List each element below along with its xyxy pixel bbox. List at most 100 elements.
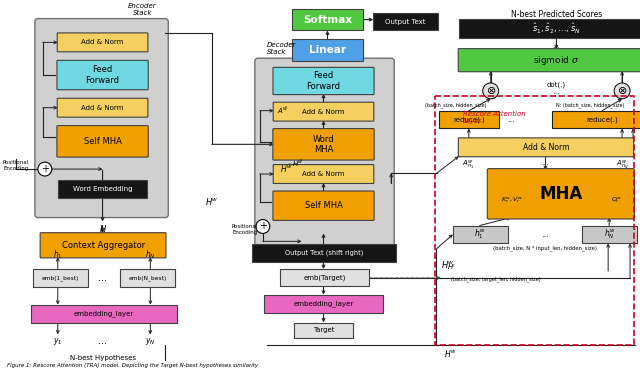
- Text: $H^w$: $H^w$: [445, 348, 458, 359]
- Bar: [120, 269, 175, 287]
- Circle shape: [483, 83, 499, 99]
- Text: $h_1$: $h_1$: [53, 249, 63, 261]
- Text: ...: ...: [507, 115, 515, 124]
- Bar: [453, 226, 508, 243]
- Text: Output Text: Output Text: [385, 19, 426, 25]
- Text: Positional
Encoding: Positional Encoding: [3, 160, 29, 170]
- Text: $h_1^w$: $h_1^w$: [474, 228, 486, 241]
- Text: Feed
Forward: Feed Forward: [307, 71, 340, 91]
- Text: (batch_size, N * input_len, hidden_size): (batch_size, N * input_len, hidden_size): [493, 245, 598, 251]
- FancyBboxPatch shape: [57, 126, 148, 157]
- Text: reduce(.): reduce(.): [586, 116, 618, 123]
- Text: Word Embedding: Word Embedding: [73, 186, 132, 192]
- Text: $h_N^w$: $h_N^w$: [604, 228, 616, 241]
- Bar: [292, 9, 364, 31]
- FancyBboxPatch shape: [40, 233, 166, 258]
- Circle shape: [38, 162, 52, 176]
- Text: (batch_size, target_len, hidden_size): (batch_size, target_len, hidden_size): [451, 276, 541, 282]
- Bar: [294, 323, 353, 338]
- Text: ...: ...: [98, 273, 107, 283]
- Text: Linear: Linear: [309, 45, 346, 55]
- Text: emb(N_best): emb(N_best): [129, 275, 167, 281]
- Text: Add & Norm: Add & Norm: [81, 40, 124, 46]
- FancyBboxPatch shape: [273, 164, 374, 184]
- Text: (batch_size, hidden_size): (batch_size, hidden_size): [425, 103, 486, 109]
- FancyBboxPatch shape: [57, 98, 148, 117]
- FancyBboxPatch shape: [458, 48, 640, 72]
- Text: Add & Norm: Add & Norm: [523, 143, 569, 152]
- Text: Target: Target: [313, 327, 334, 333]
- Text: Rescore Attention
Layer: Rescore Attention Layer: [463, 111, 525, 124]
- Text: $H'$: $H'$: [447, 262, 456, 272]
- FancyBboxPatch shape: [273, 68, 374, 95]
- Bar: [292, 40, 364, 61]
- Text: $y_1$: $y_1$: [53, 336, 63, 347]
- FancyBboxPatch shape: [57, 33, 148, 52]
- Text: Output Text (shift right): Output Text (shift right): [285, 250, 364, 257]
- Text: N-best Predicted Scores: N-best Predicted Scores: [511, 10, 602, 19]
- Text: ...: ...: [552, 41, 561, 50]
- Text: Encoder
Stack: Encoder Stack: [128, 3, 157, 16]
- Circle shape: [256, 220, 270, 233]
- Text: Softmax: Softmax: [303, 15, 352, 25]
- Text: Feed
Forward: Feed Forward: [86, 65, 120, 85]
- Text: $\otimes$: $\otimes$: [617, 85, 627, 96]
- Bar: [439, 111, 499, 128]
- Text: Add & Norm: Add & Norm: [302, 109, 345, 115]
- Bar: [264, 295, 383, 313]
- Text: $y_N$: $y_N$: [145, 336, 156, 347]
- FancyBboxPatch shape: [487, 169, 634, 219]
- Text: $A^w_{n_1}$: $A^w_{n_1}$: [462, 158, 474, 171]
- Text: Add & Norm: Add & Norm: [81, 105, 124, 111]
- Text: $H$: $H$: [99, 223, 107, 233]
- Text: N-best Hypotheses: N-best Hypotheses: [70, 355, 136, 361]
- Text: sigmoid $\sigma$: sigmoid $\sigma$: [533, 54, 579, 67]
- FancyBboxPatch shape: [273, 191, 374, 220]
- Text: N: (batch_size, hidden_size): N: (batch_size, hidden_size): [556, 103, 625, 109]
- Text: $A^{\hat{w}}$: $A^{\hat{w}}$: [276, 105, 289, 116]
- Bar: [252, 244, 396, 262]
- Circle shape: [614, 83, 630, 99]
- Text: MHA: MHA: [540, 185, 582, 203]
- Text: Decoder
Stack: Decoder Stack: [267, 42, 296, 55]
- Text: +: +: [41, 164, 49, 174]
- Text: Add & Norm: Add & Norm: [302, 171, 345, 177]
- Text: embedding_layer: embedding_layer: [293, 300, 354, 307]
- Text: $\otimes$: $\otimes$: [486, 85, 496, 96]
- Bar: [552, 111, 640, 128]
- Text: embedding_layer: embedding_layer: [74, 310, 134, 317]
- Text: Self MHA: Self MHA: [305, 201, 342, 210]
- Text: dot(.): dot(.): [547, 82, 566, 88]
- Text: Self MHA: Self MHA: [84, 137, 122, 146]
- Text: $H^{\hat{w}}$: $H^{\hat{w}}$: [292, 157, 303, 169]
- Text: ...: ...: [541, 158, 549, 167]
- Text: $\hat{s}_1, \hat{s}_2, \ldots, \hat{s}_N$: $\hat{s}_1, \hat{s}_2, \ldots, \hat{s}_N…: [531, 22, 580, 35]
- Text: ...: ...: [98, 336, 107, 347]
- FancyBboxPatch shape: [273, 129, 374, 160]
- Text: $H^w$: $H^w$: [205, 196, 219, 207]
- FancyBboxPatch shape: [57, 60, 148, 90]
- Text: reduce(.): reduce(.): [453, 116, 484, 123]
- FancyBboxPatch shape: [458, 138, 634, 157]
- Text: Context Aggregator: Context Aggregator: [61, 241, 145, 250]
- Text: $K_r^w,V_r^w$: $K_r^w,V_r^w$: [500, 195, 522, 205]
- FancyBboxPatch shape: [273, 102, 374, 121]
- Text: $h_N$: $h_N$: [145, 249, 156, 261]
- Text: $H^w$: $H^w$: [441, 259, 455, 270]
- Text: ...: ...: [541, 230, 549, 239]
- Text: Word
MHA: Word MHA: [313, 135, 334, 154]
- Text: emb(Target): emb(Target): [303, 274, 346, 281]
- Bar: [280, 269, 369, 286]
- Bar: [373, 13, 438, 31]
- Text: emb(1_best): emb(1_best): [42, 275, 79, 281]
- Bar: [58, 180, 147, 198]
- FancyBboxPatch shape: [255, 58, 394, 257]
- Bar: [582, 226, 637, 243]
- FancyBboxPatch shape: [35, 19, 168, 217]
- Text: $A^w_{n_N}$: $A^w_{n_N}$: [616, 158, 628, 171]
- Text: Figure 1: Rescore Attention (TRA) model. Depicting the Target N-best hypotheses : Figure 1: Rescore Attention (TRA) model.…: [7, 363, 258, 368]
- Bar: [31, 305, 177, 323]
- Text: $Q_r^w$: $Q_r^w$: [611, 195, 622, 205]
- Bar: [459, 19, 640, 38]
- Text: +: +: [259, 222, 267, 232]
